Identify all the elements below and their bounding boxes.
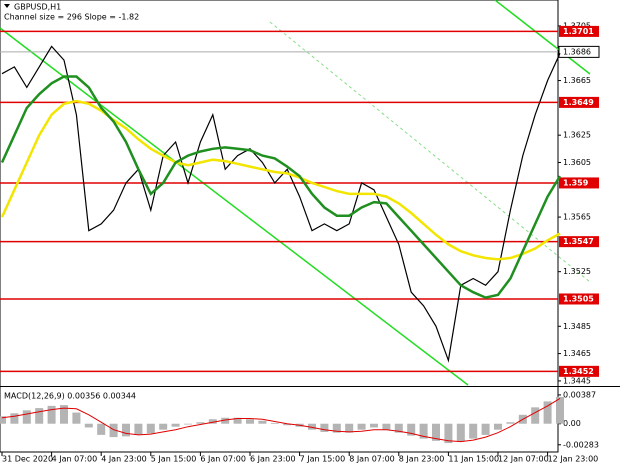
level-label: 1.3505 bbox=[563, 294, 594, 303]
x-tick-label: 12 Jan 23:00 bbox=[548, 455, 599, 464]
histogram-bar bbox=[444, 423, 453, 444]
y-tick-label: 0.00387 bbox=[563, 390, 596, 399]
x-tick-label: 11 Jan 15:00 bbox=[448, 455, 499, 464]
title-icon bbox=[4, 4, 10, 8]
histogram-bar bbox=[0, 416, 6, 424]
level-label: 1.3547 bbox=[563, 237, 594, 246]
x-tick-label: 5 Jan 15:00 bbox=[151, 455, 197, 464]
x-tick-label: 6 Jan 07:00 bbox=[200, 455, 246, 464]
level-label-box bbox=[559, 365, 599, 377]
histogram-bar bbox=[246, 419, 254, 424]
histogram-bar bbox=[22, 410, 31, 424]
histogram-bar bbox=[221, 417, 230, 424]
x-tick-label: 4 Jan 07:00 bbox=[52, 455, 98, 464]
y-tick-label: 1.3565 bbox=[563, 213, 591, 222]
histogram-bar bbox=[146, 423, 155, 434]
histogram-bar bbox=[109, 423, 118, 438]
histogram-bar bbox=[382, 423, 391, 430]
histogram-bar bbox=[258, 420, 267, 424]
histogram-bar bbox=[531, 407, 540, 424]
histogram-bar bbox=[10, 413, 19, 424]
plot-frame bbox=[0, 0, 559, 453]
chart-subtitle: Channel size = 296 Slope = -1.82 bbox=[4, 13, 139, 22]
moving-average bbox=[0, 99, 561, 261]
level-label-box bbox=[559, 293, 599, 305]
histogram-bar bbox=[543, 401, 552, 424]
histogram-bar bbox=[394, 423, 403, 433]
histogram-bar bbox=[171, 423, 180, 427]
chart-title: GBPUSD,H1 bbox=[14, 3, 61, 12]
x-tick-label: 8 Jan 23:00 bbox=[399, 455, 445, 464]
signal-line bbox=[1, 397, 561, 443]
histogram-bar bbox=[469, 423, 478, 439]
y-tick-label: 1.3445 bbox=[563, 376, 591, 385]
level-label: 1.3701 bbox=[563, 27, 594, 36]
histogram-bar bbox=[196, 422, 205, 424]
x-tick-label: 4 Jan 23:00 bbox=[101, 455, 147, 464]
level-label-box bbox=[559, 177, 599, 189]
moving-average bbox=[0, 75, 562, 299]
y-tick-label: 1.3665 bbox=[563, 76, 591, 85]
histogram-bar bbox=[308, 423, 316, 430]
histogram-bar bbox=[84, 423, 93, 428]
current-price-label: 1.3686 bbox=[563, 47, 591, 56]
level-label-box bbox=[559, 96, 599, 108]
histogram-bar bbox=[494, 423, 502, 430]
histogram-bar bbox=[506, 422, 515, 424]
y-tick-label: -0.00283 bbox=[563, 440, 599, 449]
channel-line bbox=[494, 0, 591, 75]
x-tick-label: 7 Jan 15:00 bbox=[300, 455, 346, 464]
histogram-bar bbox=[233, 417, 242, 424]
price-line bbox=[1, 45, 561, 363]
y-tick-label: 1.3485 bbox=[563, 322, 591, 331]
histogram-bar bbox=[419, 423, 428, 439]
x-tick-label: 12 Jan 07:00 bbox=[498, 455, 549, 464]
histogram-bar bbox=[345, 423, 354, 433]
histogram-bar bbox=[481, 423, 490, 435]
x-tick-label: 8 Jan 07:00 bbox=[349, 455, 395, 464]
histogram-bar bbox=[60, 405, 68, 424]
y-tick-label: 1.3465 bbox=[563, 349, 591, 358]
histogram-bar bbox=[72, 412, 81, 424]
level-label: 1.3649 bbox=[563, 98, 594, 107]
histogram-bar bbox=[35, 408, 44, 424]
y-tick-label: 0.00 bbox=[563, 419, 581, 428]
histogram-bar bbox=[432, 423, 440, 441]
channel-midline bbox=[269, 21, 591, 283]
histogram-bar bbox=[47, 405, 56, 424]
level-label-box bbox=[559, 236, 599, 248]
histogram-bar bbox=[370, 423, 378, 428]
histogram-bar bbox=[456, 423, 465, 442]
macd-title: MACD(12,26,9) 0.00356 0.00344 bbox=[4, 392, 136, 401]
level-label-box bbox=[559, 25, 599, 37]
y-tick-label: 1.3625 bbox=[563, 131, 591, 140]
histogram-bar bbox=[357, 423, 366, 430]
y-tick-label: 1.3525 bbox=[563, 267, 591, 276]
histogram-bar bbox=[134, 423, 143, 435]
x-tick-label: 31 Dec 2020 bbox=[2, 455, 53, 464]
channel-line bbox=[0, 27, 469, 386]
histogram-bar bbox=[332, 423, 341, 433]
histogram-bar bbox=[208, 419, 217, 424]
histogram-bar bbox=[97, 423, 106, 435]
y-tick-label: 1.3605 bbox=[563, 158, 591, 167]
level-label: 1.3452 bbox=[563, 367, 594, 376]
histogram-bar bbox=[320, 423, 329, 432]
histogram-bar bbox=[556, 396, 564, 424]
x-tick-label: 6 Jan 23:00 bbox=[250, 455, 296, 464]
histogram-bar bbox=[184, 423, 192, 425]
histogram-bar bbox=[270, 422, 279, 424]
histogram-bar bbox=[407, 423, 416, 436]
histogram-bar bbox=[122, 423, 130, 437]
histogram-bar bbox=[283, 423, 292, 426]
histogram-bar bbox=[159, 423, 168, 430]
current-price-box bbox=[558, 45, 600, 58]
level-label: 1.359 bbox=[563, 178, 589, 187]
